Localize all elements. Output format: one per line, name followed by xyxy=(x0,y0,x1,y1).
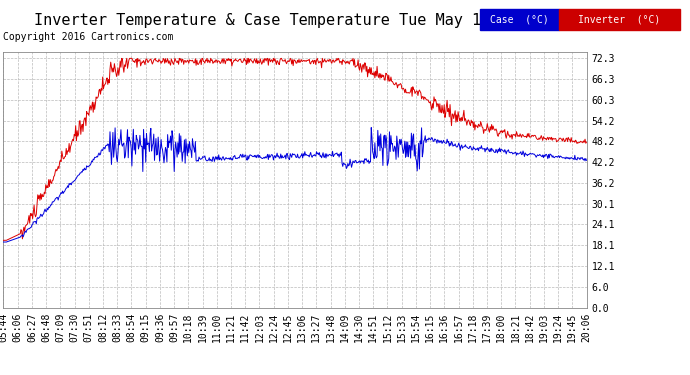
Text: Case  (°C): Case (°C) xyxy=(490,15,549,25)
Text: Inverter  (°C): Inverter (°C) xyxy=(578,15,660,25)
Text: Copyright 2016 Cartronics.com: Copyright 2016 Cartronics.com xyxy=(3,32,174,42)
Text: Inverter Temperature & Case Temperature Tue May 17 20:11: Inverter Temperature & Case Temperature … xyxy=(34,13,545,28)
